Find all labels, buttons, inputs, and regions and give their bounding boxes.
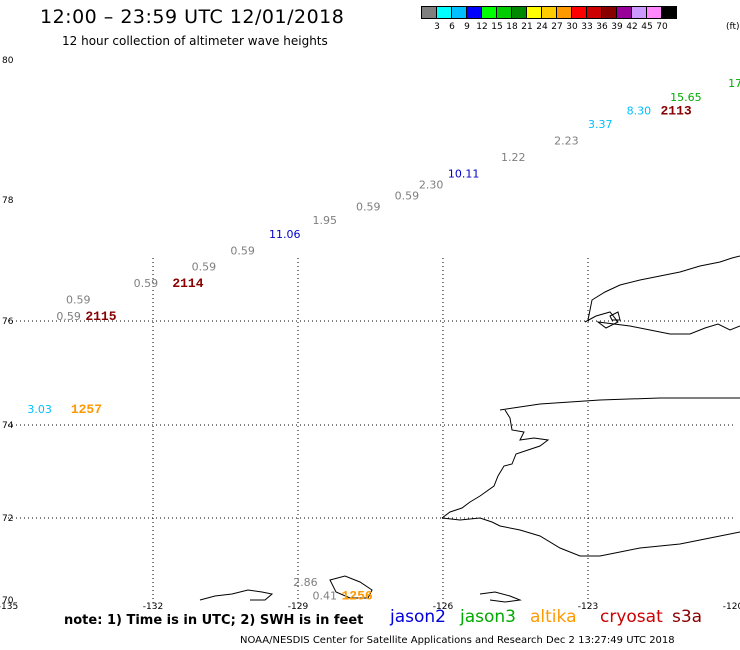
map-subtitle: 12 hour collection of altimeter wave hei… <box>62 34 328 48</box>
wave-height-value: 8.30 <box>627 105 652 118</box>
latitude-label: 72 <box>2 514 13 524</box>
legend-item-cryosat: cryosat <box>600 607 663 627</box>
wave-height-value: 0.59 <box>56 310 80 323</box>
wave-height-value: 0.59 <box>395 189 420 202</box>
latitude-label: 70 <box>2 596 14 606</box>
color-scale-unit: (ft) <box>726 22 740 32</box>
color-scale-label: 9 <box>464 22 470 32</box>
wave-height-value: 2.23 <box>554 135 579 148</box>
wave-height-value: 17 <box>728 77 740 90</box>
color-scale-label: 27 <box>551 22 563 32</box>
color-scale-label: 21 <box>521 22 533 32</box>
wave-height-value: 0.41 <box>313 590 338 603</box>
coastline-island <box>609 311 621 321</box>
wave-height-value: 11.06 <box>269 228 301 241</box>
coastline-banks-island-south <box>584 311 740 335</box>
color-scale-label: 18 <box>506 22 518 32</box>
color-scale-label: 45 <box>641 22 653 32</box>
wave-height-value: 3.03 <box>27 403 52 416</box>
wave-height-value: 2.30 <box>419 179 444 192</box>
observation-time-label: 1257 <box>71 402 102 417</box>
graticule-grid <box>8 258 733 605</box>
coastline <box>199 255 740 603</box>
coastline-mackenzie <box>441 409 550 519</box>
altimeter-observations: 0.59 0.59 2115 0.59 2114 0.59 0.59 11.06 1.95 0.5… <box>27 77 740 603</box>
color-scale-label: 15 <box>491 22 503 32</box>
observation-time-label: 1256 <box>342 589 373 604</box>
longitude-label: -132 <box>143 602 163 612</box>
coastline-yukon <box>199 589 274 601</box>
wave-height-value: 0.59 <box>356 200 381 213</box>
latitude-labels: 80 78 76 74 72 70 <box>2 56 14 606</box>
map-title: 12:00 – 23:59 UTC 12/01/2018 <box>40 6 345 28</box>
longitude-labels: -135 -132 -129 -126 -123 -120 <box>0 602 740 612</box>
color-scale-label: 33 <box>581 22 593 32</box>
legend-item-jason3: jason3 <box>460 607 516 627</box>
footnote: note: 1) Time is in UTC; 2) SWH is in fe… <box>64 613 364 628</box>
wave-height-value: 1.22 <box>501 151 526 164</box>
color-scale-label: 70 <box>656 22 668 32</box>
wave-height-value: 10.11 <box>448 168 480 181</box>
color-scale-label: 36 <box>596 22 608 32</box>
color-scale-label: 6 <box>449 22 455 32</box>
coastline-tuktoyaktuk <box>441 517 740 557</box>
coastline-herschel <box>329 575 373 599</box>
longitude-label: -135 <box>0 602 18 612</box>
legend-item-s3a: s3a <box>672 607 703 627</box>
observation-time-label: 2113 <box>661 104 692 119</box>
latitude-label: 76 <box>2 317 14 327</box>
observation-time-label: 2115 <box>85 309 116 324</box>
color-scale-label: 24 <box>536 22 548 32</box>
wave-height-value: 0.59 <box>230 244 255 257</box>
latitude-label: 78 <box>2 196 14 206</box>
color-scale-bar <box>421 6 677 19</box>
coastline-delta <box>479 591 522 603</box>
credit-line: NOAA/NESDIS Center for Satellite Applica… <box>240 635 675 646</box>
latitude-label: 80 <box>2 56 14 66</box>
color-scale-label: 3 <box>434 22 440 32</box>
longitude-label: -126 <box>433 602 454 612</box>
wave-height-value: 0.59 <box>134 277 159 290</box>
wave-height-value: 2.86 <box>293 576 318 589</box>
color-scale-labels: (ft) 3 6 9 12 15 18 21 24 27 30 33 36 39 42 45 70 <box>422 22 740 34</box>
wave-height-value: 0.59 <box>192 261 217 274</box>
color-scale-label: 30 <box>566 22 578 32</box>
observation-time-label: 2114 <box>172 276 203 291</box>
coastline-banks-island-north <box>587 255 740 321</box>
longitude-label: -123 <box>578 602 598 612</box>
color-scale-label: 12 <box>476 22 488 32</box>
coastline-mainland-top <box>499 397 740 411</box>
longitude-label: -120 <box>723 602 740 612</box>
wave-height-value: 15.65 <box>670 91 702 104</box>
color-scale-label: 39 <box>611 22 623 32</box>
color-swatch <box>661 6 677 19</box>
legend-item-jason2: jason2 <box>390 607 446 627</box>
wave-height-value: 3.37 <box>588 118 613 131</box>
wave-height-value: 1.95 <box>313 214 338 227</box>
color-scale-label: 42 <box>626 22 638 32</box>
latitude-label: 74 <box>2 421 14 431</box>
wave-height-value: 0.59 <box>66 294 91 307</box>
legend-item-altika: altika <box>530 607 577 627</box>
longitude-label: -129 <box>288 602 309 612</box>
